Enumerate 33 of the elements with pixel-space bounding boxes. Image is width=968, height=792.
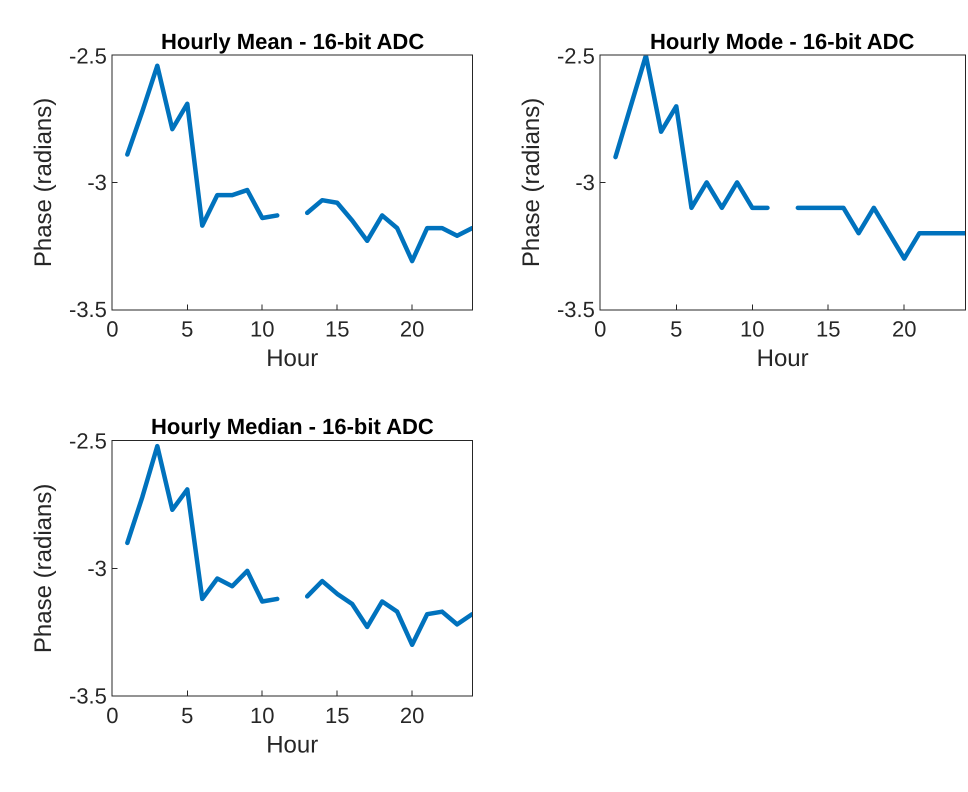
y-axis-title: Phase (radians) [518, 98, 546, 268]
chart-title: Hourly Mode - 16-bit ADC [650, 29, 915, 54]
x-tick-label: 15 [324, 703, 350, 728]
x-tick-label: 0 [106, 703, 118, 728]
y-axis-title: Phase (radians) [30, 484, 58, 654]
x-tick-label: 20 [892, 316, 916, 342]
x-tick-label: 5 [181, 703, 194, 728]
x-tick-label: 10 [740, 316, 765, 342]
x-axis-title: Hour [266, 731, 318, 758]
y-tick-label: -3 [87, 170, 107, 196]
x-tick-label: 20 [400, 703, 424, 728]
x-tick-label: 5 [670, 316, 682, 342]
y-tick-label: -3.5 [69, 683, 107, 708]
y-tick-label: -3.5 [69, 297, 107, 322]
y-axis-title: Phase (radians) [30, 98, 58, 268]
x-tick-label: 15 [324, 316, 350, 342]
chart-title: Hourly Median - 16-bit ADC [151, 414, 434, 439]
x-tick-label: 10 [250, 703, 274, 728]
y-tick-label: -3 [87, 556, 107, 582]
x-axis-title: Hour [266, 345, 318, 372]
x-tick-label: 10 [250, 316, 274, 342]
y-tick-label: -2.5 [69, 43, 107, 68]
x-tick-label: 0 [106, 316, 118, 342]
chart-title: Hourly Mean - 16-bit ADC [161, 29, 424, 54]
x-tick-label: 0 [594, 316, 606, 342]
x-tick-label: 5 [181, 316, 194, 342]
x-tick-label: 20 [400, 316, 424, 342]
x-axis-title: Hour [756, 345, 809, 372]
y-tick-label: -3 [575, 170, 595, 196]
y-tick-label: -3.5 [556, 297, 595, 322]
y-tick-label: -2.5 [556, 43, 595, 68]
y-tick-label: -2.5 [69, 428, 107, 454]
x-tick-label: 15 [816, 316, 840, 342]
